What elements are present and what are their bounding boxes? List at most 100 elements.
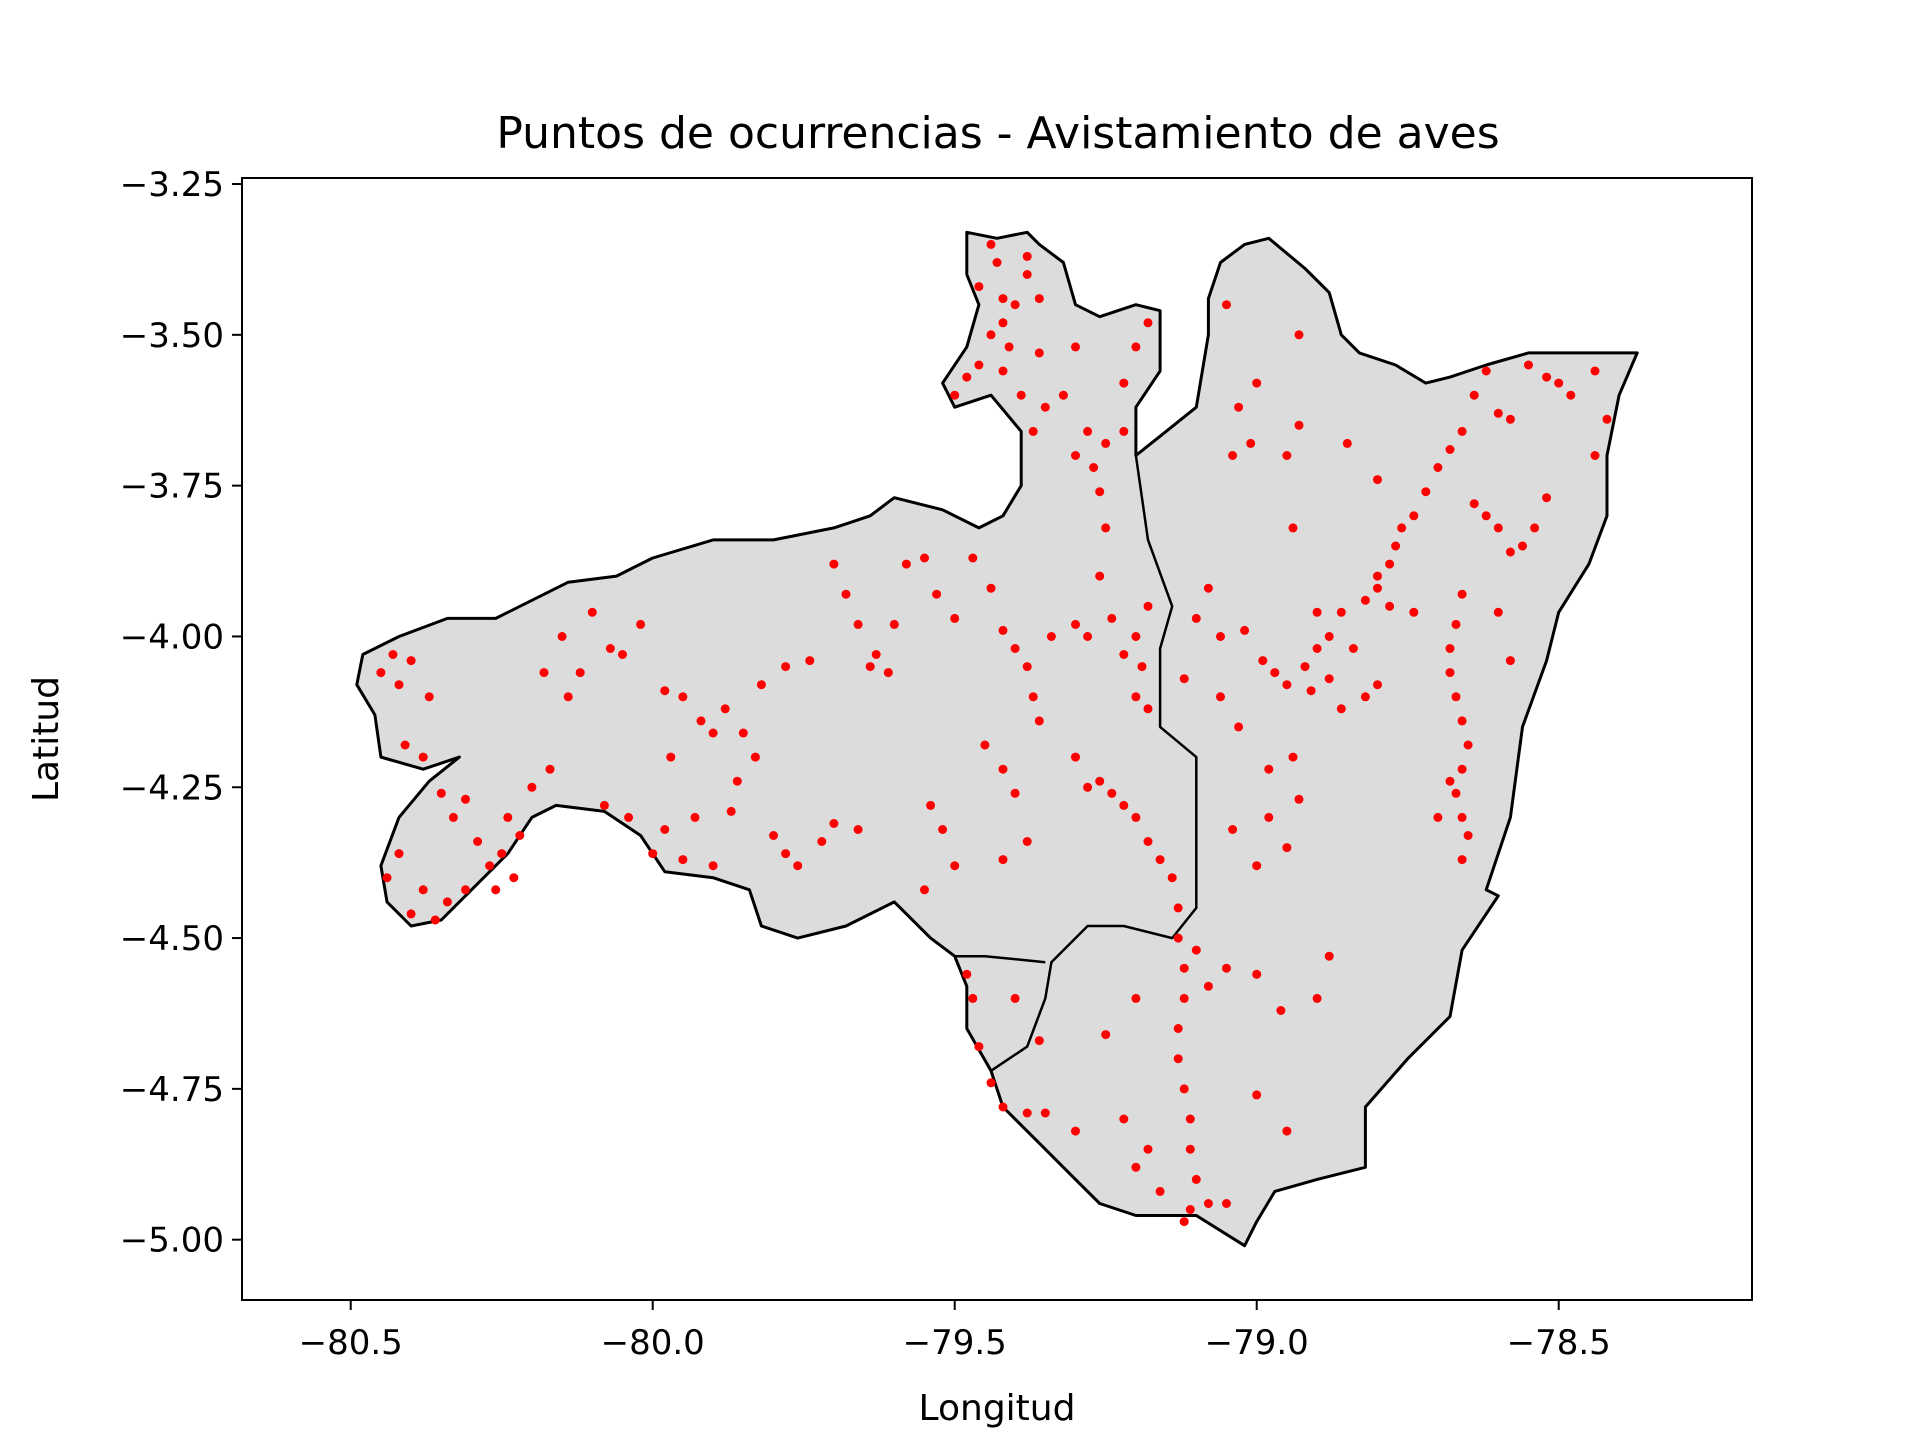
occurrence-point (461, 794, 470, 804)
occurrence-point (1028, 426, 1038, 436)
occurrence-point (527, 782, 537, 792)
occurrence-point (1493, 607, 1503, 617)
occurrence-point (1143, 837, 1153, 846)
x-tick-label: −79.0 (1205, 1323, 1309, 1363)
occurrence-point (406, 909, 416, 919)
occurrence-point (1191, 1174, 1201, 1184)
occurrence-point (618, 650, 627, 659)
occurrence-point (1046, 632, 1056, 641)
occurrence-point (1397, 523, 1407, 533)
occurrence-point (539, 668, 549, 678)
occurrence-point (1131, 993, 1141, 1003)
occurrence-point (950, 390, 960, 400)
occurrence-point (1137, 662, 1147, 672)
occurrence-point (1252, 861, 1262, 871)
occurrence-point (1071, 752, 1080, 762)
region-polygon (355, 230, 1639, 1248)
occurrence-point (1058, 390, 1068, 400)
occurrence-point (1083, 782, 1093, 792)
occurrence-point (726, 806, 736, 816)
occurrence-point (1016, 390, 1026, 400)
occurrence-point (1101, 1030, 1111, 1040)
occurrence-point (998, 294, 1008, 304)
occurrence-point (1143, 704, 1153, 714)
occurrence-point (974, 1042, 984, 1052)
occurrence-point (968, 993, 978, 1003)
occurrence-point (1071, 342, 1080, 352)
occurrence-point (1348, 644, 1358, 653)
occurrence-point (1457, 716, 1467, 726)
occurrence-point (1373, 680, 1382, 690)
occurrence-point (1385, 601, 1395, 611)
occurrence-point (1270, 668, 1280, 678)
occurrence-point (901, 559, 911, 569)
occurrence-point (696, 716, 706, 726)
occurrence-point (1034, 348, 1044, 358)
occurrence-point (1028, 692, 1038, 702)
occurrence-point (436, 788, 446, 798)
occurrence-point (1119, 800, 1129, 810)
occurrence-point (418, 752, 428, 762)
occurrence-point (1324, 951, 1334, 961)
occurrence-point (473, 837, 483, 846)
occurrence-point (932, 589, 942, 599)
occurrence-point (1445, 644, 1455, 653)
occurrence-point (1282, 451, 1292, 460)
occurrence-point (1264, 764, 1274, 774)
occurrence-point (1101, 438, 1111, 448)
occurrence-point (1457, 589, 1467, 599)
occurrence-point (1451, 692, 1461, 702)
occurrence-point (1131, 812, 1141, 822)
y-tick-label: −3.25 (120, 165, 224, 205)
occurrence-point (1234, 402, 1244, 412)
occurrence-point (829, 559, 839, 569)
occurrence-point (1228, 451, 1238, 460)
occurrence-point (388, 650, 398, 659)
occurrence-point (1518, 541, 1527, 551)
occurrence-point (485, 861, 495, 871)
occurrence-point (406, 656, 416, 666)
occurrence-point (998, 764, 1008, 774)
occurrence-point (781, 662, 791, 672)
occurrence-point (1306, 686, 1316, 696)
occurrence-point (418, 885, 428, 895)
occurrence-point (1173, 903, 1183, 913)
occurrence-point (998, 625, 1008, 635)
occurrence-point (1445, 776, 1455, 786)
occurrence-point (986, 1078, 996, 1088)
y-tick-label: −3.75 (120, 467, 224, 507)
occurrence-point (1107, 613, 1117, 623)
occurrence-point (394, 849, 404, 859)
occurrence-point (1185, 1114, 1195, 1124)
region-layer (355, 230, 1639, 1248)
occurrence-point (865, 662, 875, 672)
occurrence-point (1089, 463, 1099, 472)
occurrence-point (587, 607, 597, 617)
occurrence-point (1324, 674, 1334, 684)
occurrence-point (1185, 1144, 1195, 1154)
occurrence-point (1022, 251, 1032, 261)
occurrence-point (1294, 794, 1304, 804)
occurrence-point (1222, 300, 1231, 310)
occurrence-point (793, 861, 803, 871)
occurrence-point (750, 752, 760, 762)
occurrence-point (1191, 613, 1201, 623)
occurrence-point (442, 897, 452, 907)
occurrence-point (1342, 438, 1352, 448)
occurrence-point (1040, 1108, 1050, 1118)
occurrence-point (376, 668, 386, 678)
occurrence-point (756, 680, 766, 690)
occurrence-point (1542, 372, 1552, 382)
x-tick-label: −79.5 (903, 1323, 1007, 1363)
occurrence-point (1252, 969, 1262, 979)
occurrence-point (1566, 390, 1576, 400)
occurrence-point (1010, 300, 1020, 310)
occurrence-point (1336, 607, 1346, 617)
occurrence-point (1457, 764, 1467, 774)
occurrence-point (998, 318, 1008, 328)
occurrence-point (1119, 378, 1129, 388)
occurrence-point (1179, 993, 1189, 1003)
occurrence-point (738, 728, 748, 738)
occurrence-point (883, 668, 893, 678)
occurrence-point (1155, 1186, 1165, 1196)
